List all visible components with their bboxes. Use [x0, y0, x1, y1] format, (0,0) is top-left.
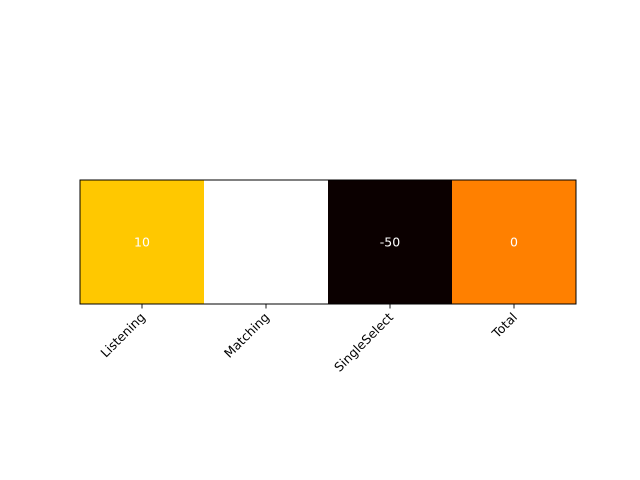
cell-label-total: 0: [510, 235, 518, 250]
cell-label-singleselect: -50: [380, 235, 400, 250]
heatmap-cell-listening: [80, 180, 204, 304]
heatmap-cell-matching: [204, 180, 328, 304]
cell-label-listening: 10: [134, 235, 150, 250]
cell-labels: 10 -50 0: [134, 235, 518, 250]
plot-frame: [79, 179, 577, 305]
heatmap-cell-singleselect: [328, 180, 452, 304]
heatmap-cells: [80, 180, 576, 304]
heatmap-cell-total: [452, 180, 576, 304]
